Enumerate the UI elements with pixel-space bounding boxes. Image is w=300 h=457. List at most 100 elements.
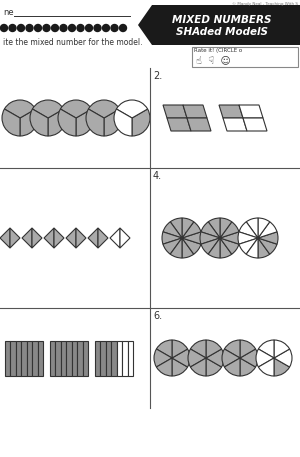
Wedge shape <box>30 109 48 136</box>
Wedge shape <box>200 232 220 244</box>
Wedge shape <box>182 218 194 238</box>
Circle shape <box>60 25 67 32</box>
Bar <box>106 340 111 376</box>
Circle shape <box>52 25 58 32</box>
Bar <box>72 340 77 376</box>
Circle shape <box>34 25 41 32</box>
Wedge shape <box>274 340 290 358</box>
Bar <box>27 340 32 376</box>
Wedge shape <box>162 232 182 244</box>
Wedge shape <box>258 358 274 376</box>
Wedge shape <box>170 218 182 238</box>
Wedge shape <box>48 109 66 136</box>
Wedge shape <box>86 109 104 136</box>
Polygon shape <box>0 228 10 248</box>
Bar <box>117 340 122 376</box>
Circle shape <box>26 25 33 32</box>
Bar <box>21 340 27 376</box>
Polygon shape <box>32 228 42 248</box>
Polygon shape <box>66 228 76 248</box>
Wedge shape <box>224 340 240 358</box>
Wedge shape <box>182 238 194 258</box>
Wedge shape <box>240 358 256 376</box>
Wedge shape <box>132 109 150 136</box>
Wedge shape <box>156 358 172 376</box>
Bar <box>56 340 61 376</box>
Text: SHAded ModelS: SHAded ModelS <box>176 27 268 37</box>
Bar <box>16 340 21 376</box>
Bar <box>128 340 133 376</box>
Bar <box>122 340 128 376</box>
Wedge shape <box>182 222 201 238</box>
Circle shape <box>85 25 92 32</box>
Wedge shape <box>190 340 206 358</box>
Wedge shape <box>258 222 277 238</box>
Wedge shape <box>258 218 270 238</box>
Bar <box>95 340 100 376</box>
Wedge shape <box>206 358 222 376</box>
Circle shape <box>68 25 76 32</box>
Bar <box>11 340 16 376</box>
Bar <box>66 340 72 376</box>
Wedge shape <box>114 109 132 136</box>
Wedge shape <box>222 349 240 367</box>
Wedge shape <box>208 238 220 258</box>
Wedge shape <box>163 238 182 254</box>
Wedge shape <box>274 349 292 367</box>
Circle shape <box>77 25 84 32</box>
Polygon shape <box>219 105 243 118</box>
Wedge shape <box>182 232 202 244</box>
Wedge shape <box>220 222 239 238</box>
Wedge shape <box>220 238 232 258</box>
Text: MIXED NUMBERS: MIXED NUMBERS <box>172 15 272 25</box>
Polygon shape <box>243 118 267 131</box>
Text: © Mandy Neal - Teaching With S: © Mandy Neal - Teaching With S <box>232 2 298 6</box>
Wedge shape <box>172 358 188 376</box>
FancyBboxPatch shape <box>192 47 298 67</box>
Polygon shape <box>54 228 64 248</box>
Polygon shape <box>22 228 32 248</box>
Bar <box>50 340 56 376</box>
Wedge shape <box>258 340 274 358</box>
Polygon shape <box>138 5 300 45</box>
Wedge shape <box>258 238 270 258</box>
Wedge shape <box>116 100 148 118</box>
Wedge shape <box>172 340 188 358</box>
Wedge shape <box>258 232 278 244</box>
Circle shape <box>94 25 101 32</box>
Wedge shape <box>172 349 190 367</box>
Circle shape <box>17 25 25 32</box>
Text: 6.: 6. <box>153 311 162 321</box>
Circle shape <box>43 25 50 32</box>
Wedge shape <box>274 358 290 376</box>
Polygon shape <box>163 105 187 118</box>
Wedge shape <box>60 100 92 118</box>
Text: ☝  ☟  ☺: ☝ ☟ ☺ <box>196 55 231 65</box>
Polygon shape <box>88 228 98 248</box>
Wedge shape <box>206 349 224 367</box>
Bar <box>5 340 10 376</box>
Circle shape <box>103 25 110 32</box>
Wedge shape <box>206 340 222 358</box>
Text: 4.: 4. <box>153 171 162 181</box>
Wedge shape <box>240 349 258 367</box>
Bar <box>82 340 88 376</box>
Wedge shape <box>58 109 76 136</box>
Wedge shape <box>88 100 120 118</box>
Wedge shape <box>32 100 64 118</box>
Wedge shape <box>182 238 201 254</box>
Circle shape <box>9 25 16 32</box>
Wedge shape <box>224 358 240 376</box>
Wedge shape <box>104 109 122 136</box>
Wedge shape <box>76 109 94 136</box>
Bar <box>100 340 106 376</box>
Bar <box>32 340 38 376</box>
Wedge shape <box>246 238 258 258</box>
Wedge shape <box>190 358 206 376</box>
Wedge shape <box>201 222 220 238</box>
Polygon shape <box>167 118 191 131</box>
Text: Rate it! (CIRCLE o: Rate it! (CIRCLE o <box>194 48 242 53</box>
Wedge shape <box>2 109 20 136</box>
Wedge shape <box>201 238 220 254</box>
Bar <box>77 340 83 376</box>
